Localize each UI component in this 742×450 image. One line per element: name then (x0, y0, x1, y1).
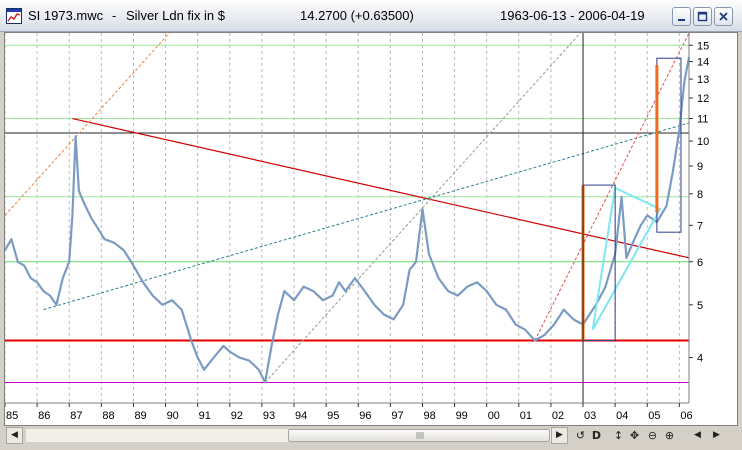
price-line (5, 56, 691, 384)
pan-button[interactable]: ✥ (629, 429, 640, 442)
x-tick-label: 88 (102, 410, 114, 422)
trendline (72, 117, 690, 259)
x-tick-label: 04 (616, 410, 628, 422)
y-tick-label: 9 (697, 161, 703, 173)
chart-app-icon (6, 8, 22, 24)
window-filename: SI 1973.mwc (28, 8, 104, 23)
y-tick-label: 5 (697, 300, 703, 312)
arrow-right-icon: ▶ (556, 430, 563, 440)
daily-mode-button[interactable]: D (591, 429, 602, 442)
close-icon (719, 12, 728, 21)
x-tick-label: 01 (520, 410, 532, 422)
x-tick-label: 06 (680, 410, 692, 422)
previous-button[interactable]: ◀ (694, 430, 701, 440)
x-tick-label: 03 (584, 410, 596, 422)
date-range: 1963-06-13 - 2006-04-19 (500, 8, 645, 23)
dashed-trendline (264, 33, 582, 383)
scroll-thumb[interactable] (288, 429, 550, 442)
y-tick-label: 13 (697, 74, 709, 86)
scroll-right-button[interactable]: ▶ (551, 427, 568, 444)
y-tick-label: 7 (697, 220, 703, 232)
x-tick-label: 92 (231, 410, 243, 422)
y-tick-label: 10 (697, 136, 709, 148)
x-tick-label: 86 (38, 410, 50, 422)
vertical-scale-button[interactable]: ↕ (613, 429, 624, 442)
dashed-trendline (534, 33, 690, 341)
price-chart[interactable]: 15 14 13 12 11 10 9 8 7 6 5 4 85 86 87 88 89 90 91 92 93 94 95… (4, 32, 738, 426)
plot-area (5, 33, 689, 403)
close-button[interactable] (714, 7, 733, 26)
reset-button[interactable]: ↺ (575, 429, 586, 442)
x-tick-label: 98 (423, 410, 435, 422)
dashed-trendline (5, 33, 170, 216)
x-tick-label: 02 (552, 410, 564, 422)
x-tick-label: 05 (648, 410, 660, 422)
x-tick-label: 96 (359, 410, 371, 422)
title-separator: - (112, 8, 117, 23)
cyan-triangle (591, 186, 662, 331)
horizontal-scrollbar[interactable]: ◀ ▶ ↺ D ↕ ✥ ⊖ ⊕ ◀ ▶ (4, 426, 738, 446)
grip-icon (416, 432, 424, 439)
x-tick-label: 85 (6, 410, 18, 422)
y-tick-label: 11 (697, 114, 708, 126)
y-tick-label: 4 (697, 353, 703, 365)
x-tick-label: 99 (456, 410, 468, 422)
scroll-left-button[interactable]: ◀ (6, 427, 23, 444)
zoom-out-button[interactable]: ⊖ (647, 429, 658, 442)
y-tick-label: 15 (697, 40, 709, 52)
title-bar[interactable]: SI 1973.mwc - Silver Ldn fix in $ 14.270… (0, 0, 742, 32)
dashed-trendline (43, 122, 690, 311)
y-tick-label: 14 (697, 57, 709, 69)
x-tick-label: 95 (327, 410, 339, 422)
window-instrument: Silver Ldn fix in $ (126, 8, 225, 23)
x-tick-label: 90 (167, 410, 179, 422)
minimize-button[interactable] (672, 7, 691, 26)
y-tick-label: 8 (697, 189, 703, 201)
maximize-icon (697, 11, 708, 22)
x-tick-label: 91 (199, 410, 211, 422)
arrow-left-icon: ◀ (11, 430, 18, 440)
maximize-button[interactable] (693, 7, 712, 26)
x-tick-label: 00 (488, 410, 500, 422)
last-price: 14.2700 (+0.63500) (300, 8, 414, 23)
x-tick-label: 94 (295, 410, 307, 422)
minimize-icon (678, 19, 685, 21)
y-tick-label: 6 (697, 257, 703, 269)
x-tick-label: 93 (263, 410, 275, 422)
x-tick-label: 87 (70, 410, 82, 422)
y-tick-label: 12 (697, 93, 709, 105)
next-button[interactable]: ▶ (713, 430, 720, 440)
zoom-in-button[interactable]: ⊕ (664, 429, 675, 442)
x-tick-label: 89 (134, 410, 146, 422)
x-tick-label: 97 (391, 410, 403, 422)
